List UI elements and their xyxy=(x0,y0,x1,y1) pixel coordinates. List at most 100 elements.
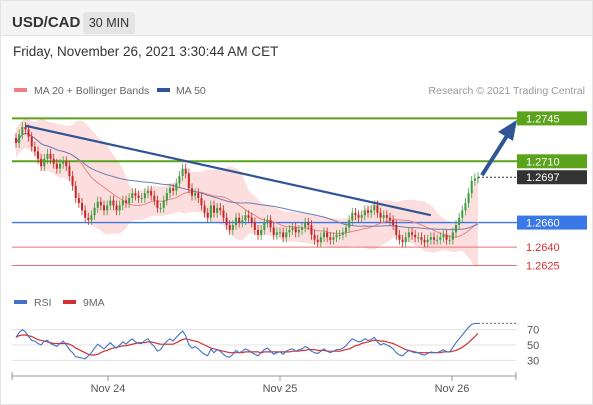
rsi-legend: RSI 9MA xyxy=(14,297,105,309)
candle-body xyxy=(178,176,181,184)
candle-body xyxy=(432,237,436,240)
candle-body xyxy=(436,239,439,241)
candle-body xyxy=(24,126,27,130)
rsi-legend-swatch xyxy=(14,300,27,304)
candle-body xyxy=(310,225,313,235)
candle-body xyxy=(241,220,244,223)
candle-body xyxy=(58,163,62,169)
candle-body xyxy=(288,229,291,233)
candle-body xyxy=(121,200,124,206)
candle-body xyxy=(360,215,363,218)
candle-body xyxy=(329,237,332,240)
candle-body xyxy=(71,176,74,186)
candle-body xyxy=(357,215,360,218)
candle-body xyxy=(445,234,448,240)
candle-body xyxy=(128,198,131,203)
candle-body xyxy=(300,227,304,230)
candle-body xyxy=(124,200,128,203)
candle-body xyxy=(260,229,263,235)
support-label: 1.2625 xyxy=(526,260,560,272)
candle-body xyxy=(90,215,93,221)
candle-body xyxy=(379,212,382,218)
candle-body xyxy=(398,234,401,240)
timeframe-badge[interactable]: 30 MIN xyxy=(83,12,135,34)
candle-body xyxy=(140,198,143,200)
candle-body xyxy=(410,232,414,235)
rsi-plot: 70 50 30 xyxy=(12,322,539,367)
candle-body xyxy=(253,222,256,230)
candle-body xyxy=(341,232,344,235)
downtrend-line xyxy=(25,124,432,217)
price-plot: 1.2745 1.2710 1.2697 1.2660 1.2640 1.2625 xyxy=(12,111,587,272)
resistance-label: 1.2745 xyxy=(526,113,560,125)
candle-body xyxy=(184,168,187,174)
candle-body xyxy=(203,205,206,213)
candle-body xyxy=(93,207,96,216)
main-legend: MA 20 + Bollinger Bands MA 50 Research ©… xyxy=(14,85,585,97)
candle-body xyxy=(256,229,260,235)
resistance-badge xyxy=(517,111,587,126)
candle-body xyxy=(417,237,420,239)
candle-body xyxy=(269,220,272,228)
candle-body xyxy=(429,237,432,240)
candle-body xyxy=(162,200,165,208)
last-price-label: 1.2697 xyxy=(526,172,560,184)
support-label: 1.2660 xyxy=(526,218,560,230)
rsi-line xyxy=(15,322,478,360)
candle-body xyxy=(354,212,357,216)
candle-body xyxy=(55,163,58,169)
candle-body xyxy=(344,227,348,233)
candle-body xyxy=(30,136,33,147)
candle-body xyxy=(373,205,376,211)
candle-body xyxy=(131,193,134,199)
candle-body xyxy=(414,234,417,238)
candle-body xyxy=(307,222,310,226)
candle-body xyxy=(115,205,118,211)
candle-body xyxy=(225,217,228,226)
candle-body xyxy=(401,239,404,243)
candle-body xyxy=(442,234,445,238)
x-tick-label: Nov 26 xyxy=(435,383,470,395)
candle-body xyxy=(96,201,99,208)
x-tick-label: Nov 24 xyxy=(91,383,126,395)
candle-body xyxy=(313,234,316,240)
projection-arrowhead xyxy=(498,119,517,141)
candle-body xyxy=(426,239,429,243)
candle-body xyxy=(27,129,30,137)
candle-body xyxy=(467,193,470,203)
candle-body xyxy=(370,210,373,213)
candle-body xyxy=(461,210,464,218)
candle-body xyxy=(423,239,426,243)
ma20-line xyxy=(15,132,479,238)
watermark: Research © 2021 Trading Central xyxy=(428,85,585,97)
rsi-tick-label: 50 xyxy=(527,340,539,352)
resistance-label: 1.2710 xyxy=(526,156,560,168)
candle-body xyxy=(228,225,231,230)
candle-body xyxy=(21,126,24,135)
candle-body xyxy=(376,205,379,213)
candle-body xyxy=(247,215,250,218)
candle-body xyxy=(316,239,319,243)
candle-body xyxy=(338,234,341,236)
candle-body xyxy=(304,222,307,228)
x-tick-label: Nov 25 xyxy=(263,383,298,395)
datetime-label: Friday, November 26, 2021 3:30:44 AM CET xyxy=(13,44,279,59)
ma50-line xyxy=(15,132,479,231)
candle-body xyxy=(420,237,423,240)
ma20-legend-swatch xyxy=(14,88,27,92)
ma9-legend-swatch xyxy=(63,300,76,304)
candle-body xyxy=(458,217,461,226)
candle-body xyxy=(77,198,80,203)
candle-body xyxy=(250,217,253,223)
candle-body xyxy=(388,217,392,221)
candle-body xyxy=(363,210,366,216)
candle-body xyxy=(297,229,300,233)
candle-body xyxy=(285,232,288,238)
candle-body xyxy=(143,193,146,199)
candle-body xyxy=(46,153,49,159)
candle-body xyxy=(18,134,21,143)
last-price-badge xyxy=(517,170,587,185)
candle-body xyxy=(146,190,150,194)
candle-body xyxy=(348,220,351,228)
